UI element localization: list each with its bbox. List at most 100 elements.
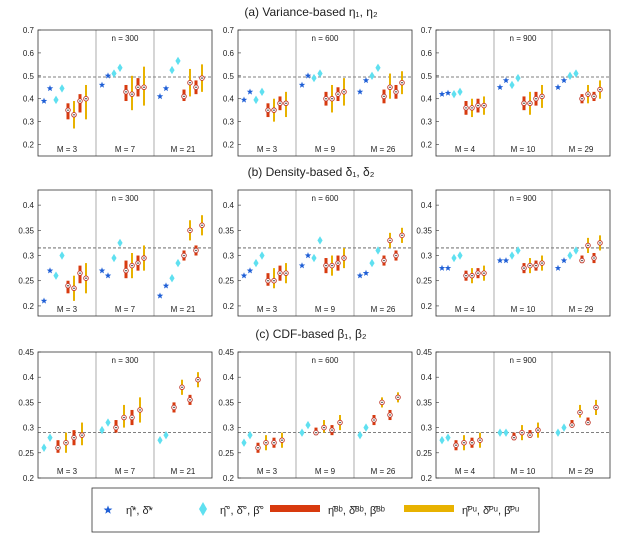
y-tick-label: 0.3 xyxy=(223,252,235,261)
n-label: n = 300 xyxy=(112,356,139,365)
star-marker xyxy=(298,81,306,88)
star-marker xyxy=(438,264,446,271)
m-label: M = 29 xyxy=(569,467,594,476)
m-label: M = 3 xyxy=(257,145,278,154)
y-tick-label: 0.5 xyxy=(421,72,433,81)
legend-diamond-shape xyxy=(199,502,207,516)
bb-center xyxy=(279,102,281,105)
bb-center xyxy=(395,254,397,257)
n-label: n = 300 xyxy=(112,34,139,43)
y-tick-label: 0.35 xyxy=(18,226,34,235)
pu-center xyxy=(201,224,203,226)
pu-center xyxy=(201,77,203,79)
pu-center xyxy=(463,442,465,444)
diamond-marker xyxy=(439,436,445,445)
y-tick-label: 0.7 xyxy=(223,26,235,35)
m-label: M = 7 xyxy=(115,467,136,476)
star-marker xyxy=(104,72,112,79)
legend-diamond-label: η̂°, δ̂°, β̂° xyxy=(220,505,264,517)
bb-center xyxy=(137,86,139,88)
diamond-marker xyxy=(59,251,65,260)
bb-center xyxy=(523,102,525,105)
y-tick-label: 0.6 xyxy=(23,49,35,58)
legend-star-marker xyxy=(103,505,113,514)
panel: 0.2 0.25 0.3 0.35 0.4 n = 900 M = 4 M = 10 M = 2… xyxy=(416,189,611,317)
panel-frame xyxy=(435,351,611,479)
pu-center xyxy=(73,287,75,289)
star-marker xyxy=(496,83,504,91)
n-label: n = 600 xyxy=(312,194,339,203)
star-marker xyxy=(246,267,254,274)
bb-center xyxy=(137,262,139,264)
bb-center xyxy=(389,414,391,416)
y-tick-label: 0.5 xyxy=(23,72,35,81)
pu-center xyxy=(529,264,531,267)
bb-center xyxy=(571,424,573,426)
star-marker xyxy=(40,297,48,304)
bb-center xyxy=(373,419,375,421)
bb-center xyxy=(581,259,583,262)
pu-center xyxy=(339,421,341,424)
m-label: M = 10 xyxy=(511,305,536,314)
diamond-marker xyxy=(497,428,503,437)
panel-frame xyxy=(435,189,611,317)
diamond-marker xyxy=(357,430,363,440)
star-marker xyxy=(104,272,112,279)
y-tick-label: 0.25 xyxy=(18,449,34,458)
y-tick-label: 0.25 xyxy=(18,277,34,286)
y-tick-label: 0.35 xyxy=(218,226,234,235)
bb-center xyxy=(125,269,127,272)
y-tick-label: 0.35 xyxy=(18,398,34,407)
y-tick-label: 0.2 xyxy=(23,141,35,150)
bb-center xyxy=(189,399,191,401)
diamond-marker xyxy=(515,73,521,83)
star-marker xyxy=(156,93,164,100)
m-label: M = 21 xyxy=(171,467,196,476)
pu-center xyxy=(595,406,597,409)
diamond-marker xyxy=(573,246,579,255)
diamond-marker xyxy=(451,253,457,263)
panel: 0.2 0.3 0.4 0.5 0.6 0.7 n = 900 M = 4 M = 10 M = … xyxy=(421,26,611,157)
diamond-marker xyxy=(503,428,509,437)
bb-center xyxy=(383,95,385,98)
y-tick-label: 0.4 xyxy=(223,201,235,210)
m-label: M = 3 xyxy=(257,305,278,314)
diamond-marker xyxy=(105,418,111,427)
pu-center xyxy=(81,434,83,436)
star-marker xyxy=(560,77,568,84)
panel-frame xyxy=(435,29,611,157)
y-tick-label: 0.2 xyxy=(421,474,433,483)
y-tick-label: 0.7 xyxy=(23,26,35,35)
bb-center xyxy=(593,257,595,259)
panel: 0.2 0.25 0.3 0.35 0.4 n = 600 M = 3 M = 9 M = 26 xyxy=(218,189,413,317)
star-marker xyxy=(356,272,364,279)
y-tick-label: 0.4 xyxy=(23,373,35,382)
star-marker xyxy=(162,282,170,289)
m-label: M = 4 xyxy=(455,305,476,314)
diamond-marker xyxy=(375,246,381,255)
bb-center xyxy=(383,259,385,262)
diamond-marker xyxy=(99,425,105,435)
y-tick-label: 0.4 xyxy=(421,201,433,210)
pu-center xyxy=(131,264,133,267)
pu-center xyxy=(189,229,191,232)
pu-center xyxy=(521,431,523,434)
panel: 0.2 0.25 0.3 0.35 0.4 0.45 n = 900 M = 4 M = 10 M… xyxy=(416,348,611,483)
diamond-marker xyxy=(59,84,65,93)
diamond-marker xyxy=(369,258,375,268)
m-label: M = 26 xyxy=(371,467,396,476)
pu-center xyxy=(197,379,199,381)
y-tick-label: 0.3 xyxy=(421,118,433,127)
star-marker xyxy=(162,85,170,92)
legend-star-shape xyxy=(103,505,113,514)
pu-center xyxy=(579,411,581,414)
y-tick-label: 0.4 xyxy=(223,95,235,104)
diamond-marker xyxy=(299,428,305,437)
y-tick-label: 0.2 xyxy=(223,474,235,483)
diamond-marker xyxy=(317,236,323,245)
m-label: M = 21 xyxy=(171,145,196,154)
diamond-marker xyxy=(259,251,265,260)
legend-pu-label: η̂ᴾᵘ, δ̂ᴾᵘ, β̂ᴾᵘ xyxy=(462,505,519,517)
legend-diamond-marker xyxy=(199,502,207,516)
diamond-marker xyxy=(163,430,169,440)
